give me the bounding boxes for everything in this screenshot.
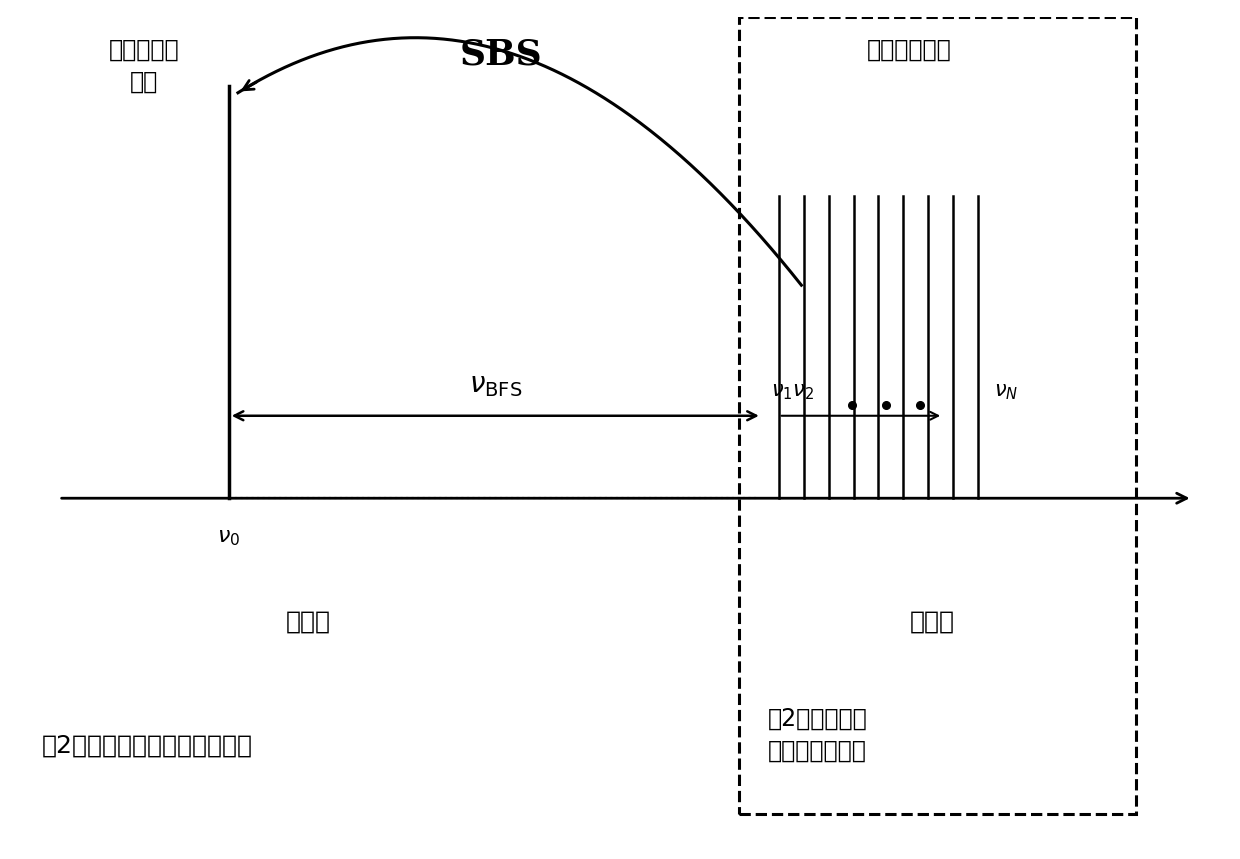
Text: $\nu_{\mathrm{BFS}}$: $\nu_{\mathrm{BFS}}$ — [469, 371, 522, 399]
Text: 瑞利散射信号: 瑞利散射信号 — [867, 38, 951, 62]
Text: 第2滤波器透射端对应频率范围: 第2滤波器透射端对应频率范围 — [42, 734, 253, 758]
Text: $\nu_0$: $\nu_0$ — [217, 528, 241, 548]
Text: $\nu_1\nu_2$: $\nu_1\nu_2$ — [771, 382, 813, 402]
Bar — [739, 17, 1136, 814]
Text: 泵浦光: 泵浦光 — [909, 610, 955, 634]
Text: 布里渊散射
信号: 布里渊散射 信号 — [109, 38, 179, 94]
Text: 第2滤波器反射
端对应频率范围: 第2滤波器反射 端对应频率范围 — [768, 707, 867, 763]
Text: 探测光: 探测光 — [285, 610, 331, 634]
Text: $\nu_N$: $\nu_N$ — [994, 382, 1018, 402]
Text: SBS: SBS — [460, 38, 542, 72]
